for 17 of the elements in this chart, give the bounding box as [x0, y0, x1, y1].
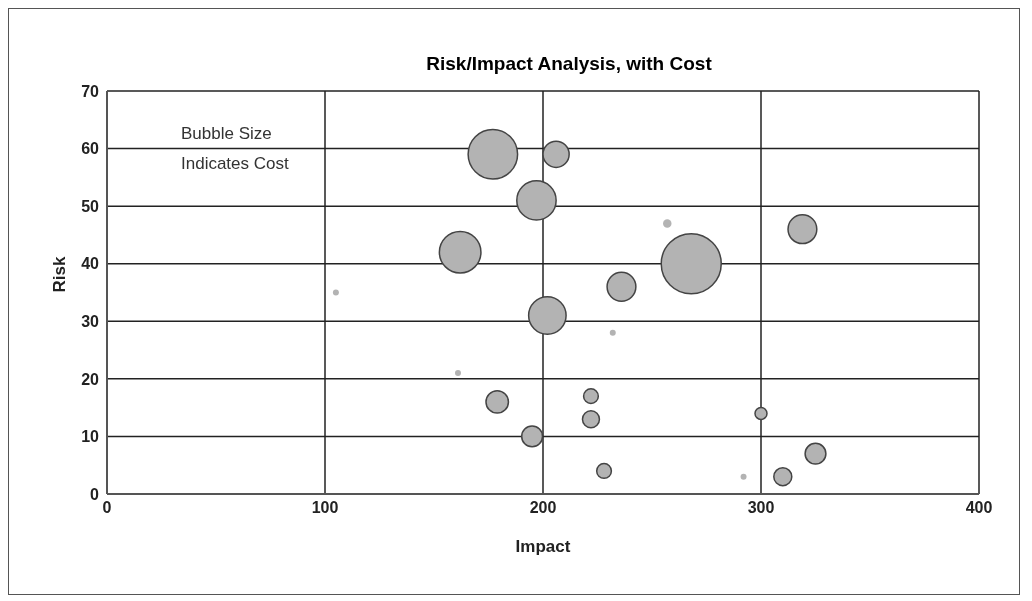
y-tick-label: 70 [81, 82, 100, 100]
x-tick-label: 300 [747, 499, 775, 517]
y-tick-label: 40 [81, 255, 100, 273]
y-tick-label: 20 [81, 370, 100, 388]
y-axis-title: Risk [50, 256, 70, 293]
y-tick-label: 60 [81, 140, 100, 158]
y-tick-label: 0 [90, 485, 100, 503]
y-tick-label: 30 [81, 312, 100, 330]
x-axis-title: Impact [515, 537, 571, 556]
annotation: Bubble Size Indicates Cost [181, 123, 289, 175]
x-tick-label: 0 [102, 499, 112, 517]
chart-title: Risk/Impact Analysis, with Cost [425, 53, 713, 75]
x-tick-label: 200 [529, 499, 557, 517]
y-tick-label: 10 [81, 428, 100, 446]
x-tick-label: 400 [965, 499, 993, 517]
y-tick-label: 50 [81, 197, 100, 215]
x-tick-label: 100 [311, 499, 339, 517]
